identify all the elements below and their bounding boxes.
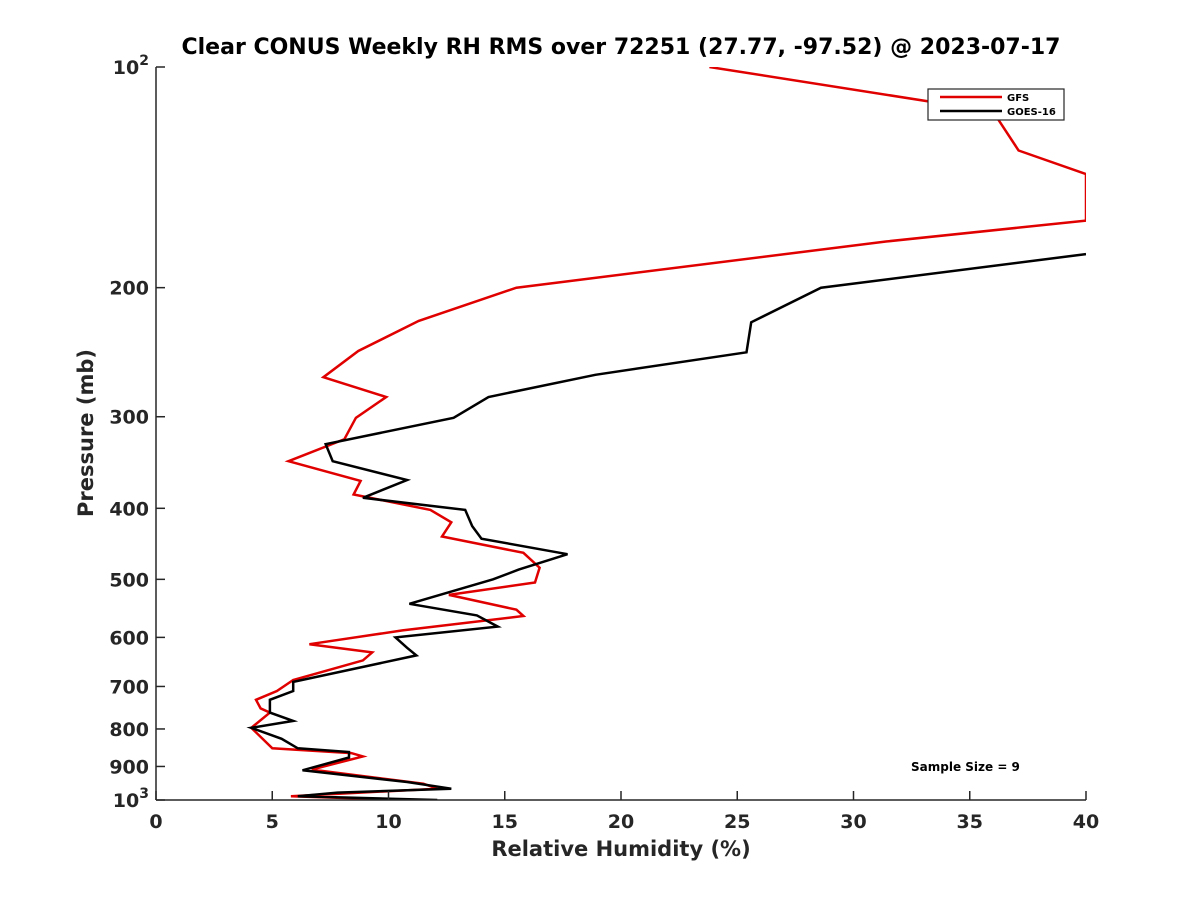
y-tick-label: 400 [109,498,149,520]
y-ticks: 102 200 300 400 500 600 700 800 900 103 [109,53,165,812]
y-tick-label: 200 [109,278,149,300]
y-tick-label: 900 [109,756,149,778]
sample-size-annotation: Sample Size = 9 [911,760,1020,774]
legend: GFS GOES-16 [927,88,1065,121]
series-layer [246,67,1086,800]
series-line-goes16 [246,252,1086,800]
y-axis-label: Pressure (mb) [74,349,98,517]
x-tick-label: 30 [840,811,866,833]
x-tick-label: 35 [957,811,983,833]
x-tick-label: 25 [724,811,750,833]
x-axis-label: Relative Humidity (%) [491,837,750,861]
legend-label-goes16: GOES-16 [1007,107,1056,118]
y-tick-label: 500 [109,569,149,591]
y-tick-label: 700 [109,676,149,698]
legend-box [927,88,1065,121]
chart-title: Clear CONUS Weekly RH RMS over 72251 (27… [182,35,1061,60]
legend-label-gfs: GFS [1007,93,1029,104]
y-tick-label: 300 [109,407,149,429]
y-tick-label: 102 [113,53,149,79]
series-line-gfs [249,67,1086,800]
x-tick-label: 0 [149,811,162,833]
x-tick-label: 20 [608,811,634,833]
y-tick-label: 800 [109,719,149,741]
x-tick-label: 15 [492,811,518,833]
plot-area [156,67,1086,800]
x-tick-label: 40 [1073,811,1099,833]
y-tick-label: 600 [109,627,149,649]
x-tick-label: 10 [375,811,401,833]
x-ticks: 0 5 10 15 20 25 30 35 40 [149,791,1099,833]
y-tick-label: 103 [113,786,149,812]
x-tick-label: 5 [266,811,279,833]
